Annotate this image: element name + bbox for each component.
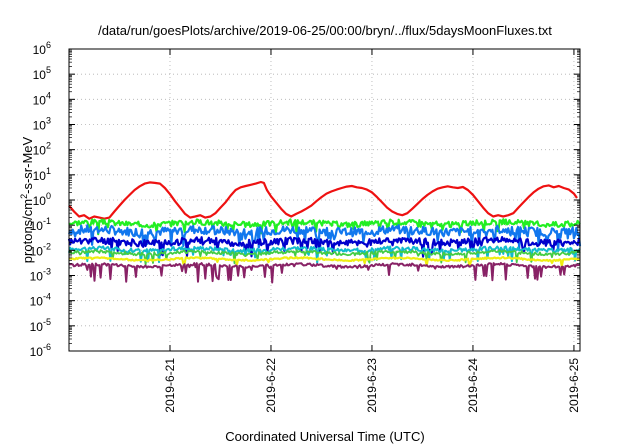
x-tick-label: 2019-6-21: [163, 358, 177, 413]
y-tick-label: 102: [33, 141, 51, 158]
y-axis-title-base: protons/cm: [20, 199, 35, 263]
y-tick-label: 10-4: [30, 292, 51, 309]
x-tick-label: 2019-6-23: [365, 358, 379, 413]
y-tick-label: 100: [33, 191, 51, 208]
x-tick-label: 2019-6-22: [264, 358, 278, 413]
y-tick-label: 104: [33, 90, 51, 107]
x-axis-title: Coordinated Universal Time (UTC): [225, 429, 424, 444]
y-tick-label: 105: [33, 65, 51, 82]
series-line-1: [68, 218, 581, 236]
series-line-3: [67, 236, 581, 259]
series-group: [67, 180, 582, 284]
y-axis-title-exp: 2: [19, 194, 29, 199]
series-line-6: [68, 256, 581, 268]
y-tick-label: 103: [33, 116, 51, 133]
series-line-4: [68, 245, 581, 264]
y-tick-label: 10-2: [30, 241, 51, 258]
series-line-5: [68, 249, 581, 266]
axis-ticks: [69, 48, 580, 352]
y-tick-label: 10-5: [30, 317, 51, 334]
y-tick-label: 101: [33, 166, 51, 183]
y-axis-title: protons/cm2-s-sr-MeV: [19, 136, 35, 263]
y-tick-labels: 106 105 104 103 102 101 100 10-1 10-2 10-3 10-4 10-…: [30, 40, 51, 359]
x-tick-label: 2019-6-25: [567, 358, 581, 413]
x-tick-labels: 2019-6-21 2019-6-22 2019-6-23 2019-6-24 2019…: [163, 358, 581, 413]
y-tick-label: 106: [33, 40, 51, 57]
series-line-0: [68, 180, 578, 220]
x-tick-label: 2019-6-24: [466, 358, 480, 413]
y-tick-label: 10-6: [30, 342, 51, 359]
y-tick-label: 10-1: [30, 216, 51, 233]
y-axis-title-rest: -s-sr-MeV: [20, 136, 35, 193]
chart-title: /data/run/goesPlots/archive/2019-06-25/0…: [98, 23, 552, 38]
y-tick-label: 10-3: [30, 267, 51, 284]
series-line-7: [68, 262, 581, 284]
